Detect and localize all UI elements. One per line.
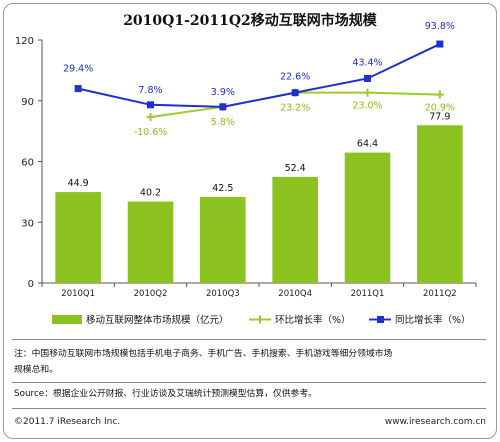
legend-label: 环比增长率（%） [275,314,351,326]
yoy-value-label: 43.4% [352,57,382,68]
y-tick-label: 120 [15,36,34,47]
x-tick-label: 2010Q4 [278,289,312,299]
legend-label: 移动互联网整体市场规模（亿元） [86,314,229,326]
y-tick-label: 0 [28,279,34,290]
note-line-2: 规模总和。 [14,365,58,375]
bar [272,176,318,283]
y-tick-label: 90 [21,97,34,108]
bar-value-label: 77.9 [429,111,450,122]
y-tick-label: 60 [21,158,34,169]
yoy-value-label: 7.8% [138,85,162,96]
bar [417,125,463,283]
chart-title: 2010Q1-2011Q2移动互联网市场规模 [123,12,378,29]
yoy-point [291,89,299,97]
y-tick-label: 30 [21,218,34,229]
bar [55,192,101,283]
yoy-point [436,40,444,48]
legend-label: 同比增长率（%） [395,314,471,326]
legend-swatch-bar [52,315,82,324]
qoq-value-label: 20.9% [425,103,455,114]
qoq-value-label: 23.0% [352,101,382,112]
bar-value-label: 44.9 [68,178,89,189]
note-line-1: 注：中国移动互联网市场规模包括手机电子商务、手机广告、手机搜索、手机游戏等细分领… [14,349,393,359]
legend-marker [377,316,384,323]
bar-value-label: 64.4 [357,139,378,150]
yoy-value-label: 93.8% [425,21,455,32]
yoy-point [364,74,371,82]
yoy-growth-line [77,43,441,108]
divider-footer [12,408,486,409]
x-tick-label: 2010Q2 [134,289,168,299]
x-tick-label: 2011Q1 [351,289,385,299]
yoy-value-label: 3.9% [211,87,235,98]
yoy-point [147,101,154,109]
bar-value-label: 42.5 [212,183,233,194]
qoq-value-label: 23.2% [280,103,310,114]
yoy-value-label: 22.6% [280,72,310,83]
bar [344,152,391,283]
x-tick-label: 2010Q3 [206,289,240,299]
bar-value-label: 52.4 [285,163,306,174]
plot-area: 0 30 60 90 120 2010Q1 2010Q2 2010Q3 2010Q4 2011Q1… [15,21,477,299]
qoq-value-label: 5.8% [211,117,235,128]
yoy-point [219,103,227,111]
yoy-value-label: 29.4% [63,64,93,75]
x-tick-label: 2010Q1 [61,289,95,299]
copyright-text: ©2011.7 iResearch Inc. [14,417,121,427]
bar-value-label: 40.2 [140,188,161,199]
bar [127,201,174,283]
qoq-value-label: -10.6% [134,127,168,138]
x-tick-label: 2011Q2 [423,289,457,299]
yoy-point [74,85,82,93]
divider-note [12,339,486,340]
bar [200,196,246,283]
website-link[interactable]: www.iresearch.com.cn [384,417,486,427]
source-text: Source：根据企业公开财报、行业访谈及艾瑞统计预测模型估算，仅供参考。 [14,389,317,399]
divider-source [12,382,486,383]
legend: 移动互联网整体市场规模（亿元） 环比增长率（%） 同比增长率（%） [52,314,471,326]
note-text: 注：中国移动互联网市场规模包括手机电子商务、手机广告、手机搜索、手机游戏等细分领… [14,346,392,378]
